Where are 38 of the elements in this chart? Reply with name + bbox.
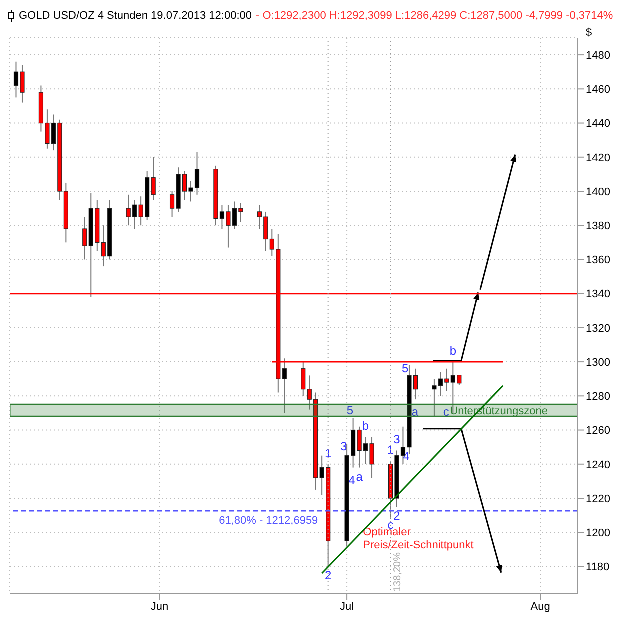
annotation: c [443, 405, 450, 420]
y-tick-label: 1220 [586, 493, 610, 506]
y-tick-label: 1380 [586, 220, 610, 233]
y-tick-label: 1300 [586, 356, 610, 369]
annotation: b [362, 419, 370, 434]
y-tick-label: 1240 [586, 459, 610, 472]
annotation: a [356, 470, 364, 484]
y-tick-label: 1420 [586, 152, 610, 164]
chart-subtitle: - O:1292,2300 H:1292,3099 L:1286,4299 C:1287,5000 -4,7999 -0,3714% [256, 10, 614, 22]
annotation: a [412, 405, 419, 420]
annotation: 3 [394, 432, 401, 447]
x-tick-label: Jun [150, 600, 169, 613]
candlestick [282, 358, 287, 414]
y-tick-label: 1320 [586, 322, 610, 335]
y-tick-label: 1400 [586, 186, 610, 198]
y-tick-label: 1200 [586, 528, 610, 540]
annotation: 61,80% - 1212,6959 [219, 514, 318, 527]
x-tick-label: Jul [340, 600, 354, 613]
annotation: 2 [394, 509, 401, 524]
annotation: 2 [324, 568, 332, 583]
y-tick-label: 1480 [586, 50, 610, 62]
y-tick-label: 1260 [586, 425, 610, 438]
y-tick-label: 1340 [586, 288, 610, 301]
candlestick [82, 216, 88, 260]
ref-line-label: 138,20% [392, 552, 404, 592]
y-tick-label: 1360 [586, 254, 610, 267]
annotation: 4 [403, 450, 410, 464]
annotation: Optimaler Preis/Zeit-Schnittpunkt [363, 526, 474, 552]
annotation: 5 [402, 362, 409, 376]
annotation: b [450, 344, 457, 358]
chart-title: GOLD USD/OZ 4 Stunden 19.07.2013 12:00:00 [19, 10, 252, 22]
y-tick-label: 1440 [586, 118, 610, 130]
annotation: 5 [346, 404, 354, 418]
y-axis-title: $ [586, 27, 592, 39]
y-tick-label: 1460 [586, 84, 610, 96]
y-tick-label: 1180 [586, 562, 610, 574]
y-tick-label: 1280 [586, 391, 610, 404]
x-tick-label: Aug [530, 600, 550, 613]
